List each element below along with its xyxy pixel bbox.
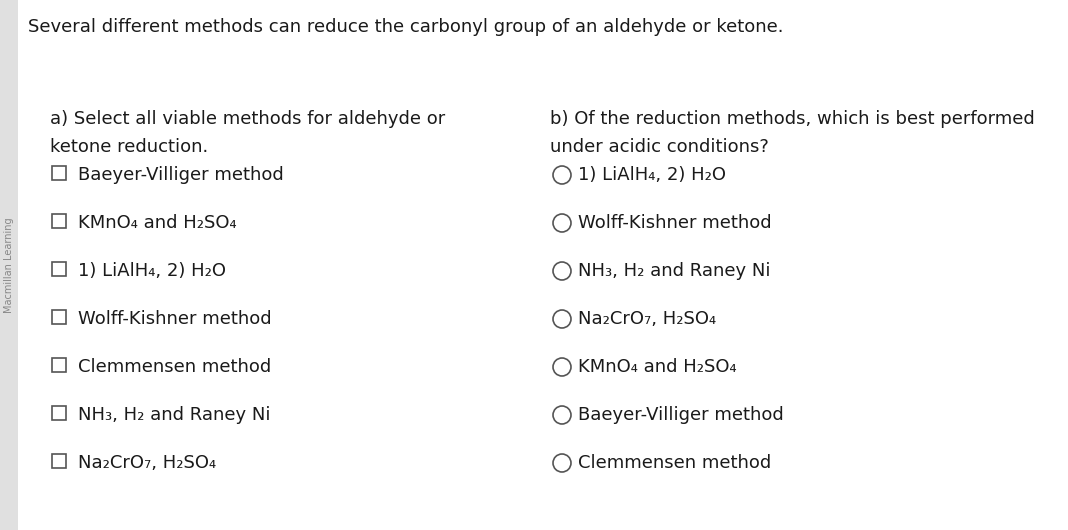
Text: Clemmensen method: Clemmensen method [78, 358, 271, 376]
Text: 1) LiAlH₄, 2) H₂O: 1) LiAlH₄, 2) H₂O [78, 262, 226, 280]
Text: KMnO₄ and H₂SO₄: KMnO₄ and H₂SO₄ [78, 214, 237, 232]
Bar [52, 358, 66, 372]
Text: Macmillan Learning: Macmillan Learning [4, 217, 14, 313]
Text: NH₃, H₂ and Raney Ni: NH₃, H₂ and Raney Ni [578, 262, 770, 280]
Text: Several different methods can reduce the carbonyl group of an aldehyde or ketone: Several different methods can reduce the… [28, 18, 784, 36]
Bar [52, 310, 66, 324]
Bar [52, 406, 66, 420]
Text: Clemmensen method: Clemmensen method [578, 454, 771, 472]
Bar [52, 454, 66, 468]
Text: KMnO₄ and H₂SO₄: KMnO₄ and H₂SO₄ [578, 358, 737, 376]
Text: Baeyer-Villiger method: Baeyer-Villiger method [78, 166, 284, 184]
Text: Na₂CrO₇, H₂SO₄: Na₂CrO₇, H₂SO₄ [578, 310, 717, 328]
Bar [52, 262, 66, 276]
FancyBboxPatch shape [0, 0, 18, 530]
Text: under acidic conditions?: under acidic conditions? [550, 138, 769, 156]
Text: b) Of the reduction methods, which is best performed: b) Of the reduction methods, which is be… [550, 110, 1035, 128]
FancyBboxPatch shape [18, 0, 1068, 530]
Text: ketone reduction.: ketone reduction. [50, 138, 208, 156]
Text: Baeyer-Villiger method: Baeyer-Villiger method [578, 406, 784, 424]
Text: Wolff-Kishner method: Wolff-Kishner method [578, 214, 771, 232]
Text: NH₃, H₂ and Raney Ni: NH₃, H₂ and Raney Ni [78, 406, 270, 424]
Bar [52, 214, 66, 228]
Text: Na₂CrO₇, H₂SO₄: Na₂CrO₇, H₂SO₄ [78, 454, 216, 472]
Bar [52, 166, 66, 180]
Text: a) Select all viable methods for aldehyde or: a) Select all viable methods for aldehyd… [50, 110, 445, 128]
Text: Wolff-Kishner method: Wolff-Kishner method [78, 310, 271, 328]
Text: 1) LiAlH₄, 2) H₂O: 1) LiAlH₄, 2) H₂O [578, 166, 726, 184]
